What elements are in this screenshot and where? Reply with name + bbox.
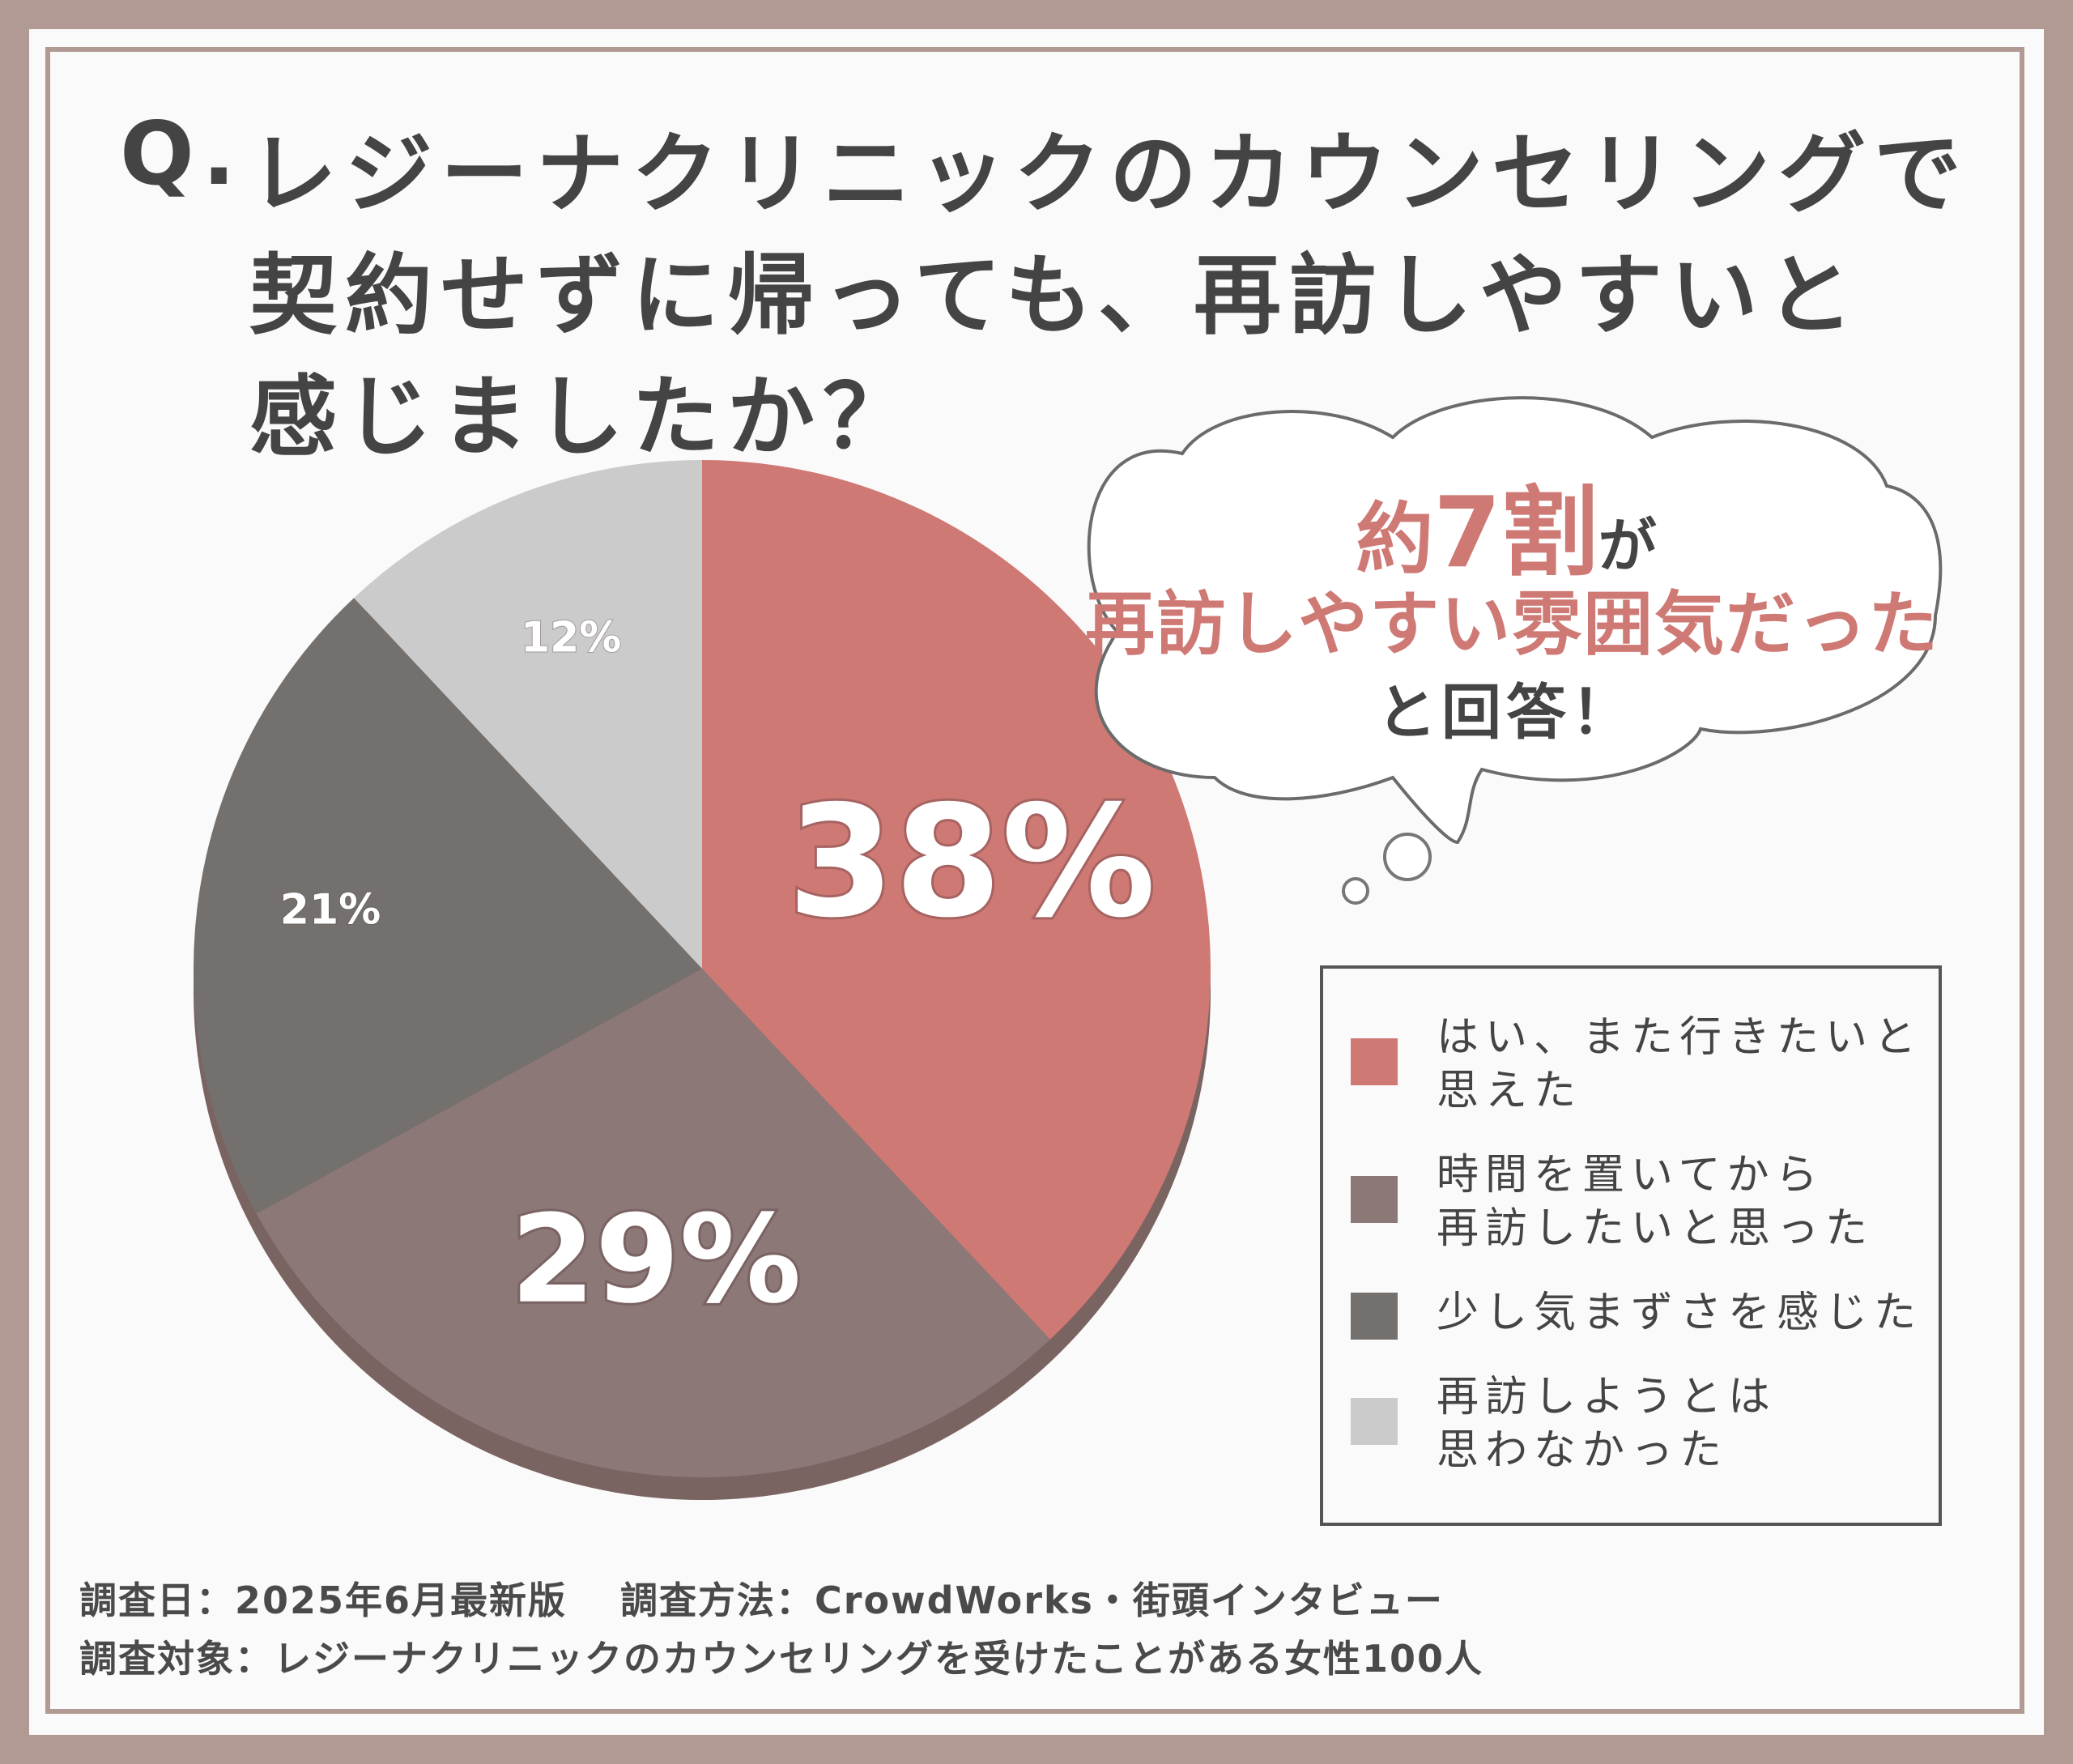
legend-swatch — [1351, 1398, 1398, 1445]
legend-label: 少し気まずさを感じた — [1437, 1289, 1923, 1337]
pie-slice-label: 38% — [787, 773, 1156, 952]
question-prefix: Q. — [120, 104, 244, 205]
pie-slice — [702, 460, 1211, 1340]
legend-swatch — [1351, 1176, 1398, 1223]
pie-slice — [194, 598, 702, 1214]
callout-line-3: と回答！ — [1377, 678, 1636, 748]
chart-legend: はい、また行きたいと 思えた 時間を置いてから 再訪したいと思った 少し気まずさ… — [1320, 965, 1942, 1526]
legend-swatch — [1351, 1038, 1398, 1085]
callout-ratio: 7割 — [1433, 477, 1598, 590]
callout-line-1: 約7割が — [1328, 454, 1684, 594]
legend-label: はい、また行きたいと 思えた — [1437, 1013, 1923, 1115]
survey-info-line-2: 調査対象：レジーナクリニックのカウンセリングを受けたことがある女性100人 — [79, 1637, 1484, 1681]
pie-slice-label: 12% — [521, 613, 621, 662]
question-line-3: 感じましたか？ — [249, 367, 919, 468]
bubble-dot-small — [1342, 877, 1369, 905]
question-line-1: レジーナクリニックのカウンセリングで — [249, 124, 1970, 225]
legend-label: 時間を置いてから 再訪したいと思った — [1437, 1151, 1875, 1253]
bubble-dot-large — [1383, 833, 1432, 881]
callout-word-approx: 約 — [1356, 494, 1434, 585]
pie-slice — [354, 460, 702, 969]
question-line-2: 契約せずに帰っても、再訪しやすいと — [249, 245, 1862, 347]
legend-label: 再訪しようとは 思わなかった — [1437, 1373, 1777, 1475]
callout-particle: が — [1598, 512, 1657, 580]
bubble-shape — [1087, 396, 1943, 845]
pie-slice — [256, 969, 1050, 1478]
pie-slice-label: 29% — [510, 1190, 801, 1331]
survey-info-line-1: 調査日：2025年6月最新版 調査方法：CrowdWorks・街頭インタビュー — [79, 1579, 1444, 1622]
legend-swatch — [1351, 1293, 1398, 1340]
inner-frame — [45, 47, 2024, 1714]
callout-line-2: 再訪しやすい雰囲気だった — [1085, 584, 1940, 665]
pie-slice-label: 21% — [280, 885, 381, 934]
